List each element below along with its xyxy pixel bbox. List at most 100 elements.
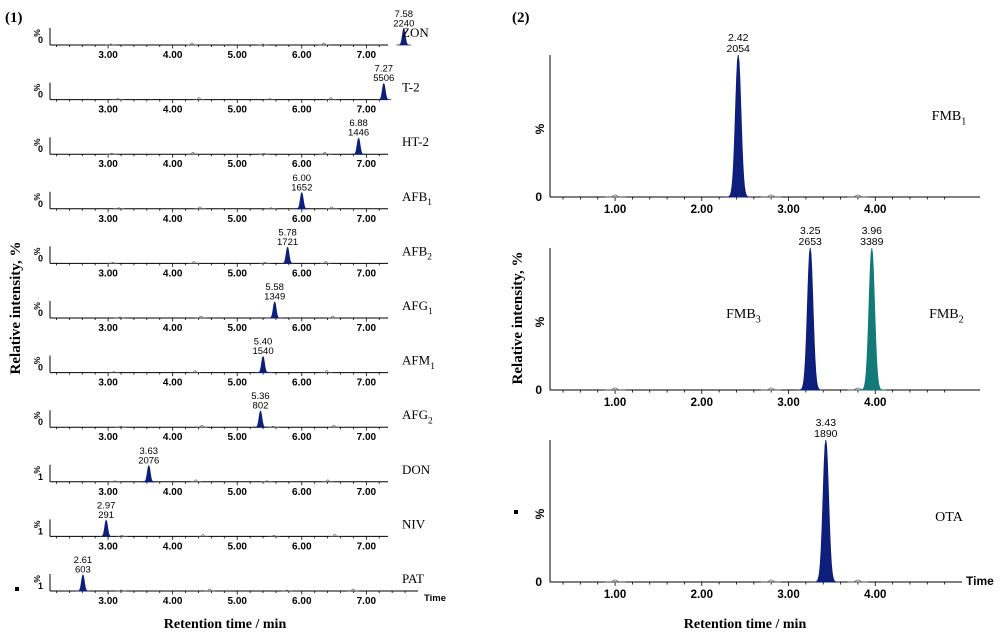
peak-retention-time: 5.36 xyxy=(251,391,270,402)
compound-label: AFG2 xyxy=(402,407,433,426)
x-tick-label: 7.00 xyxy=(357,50,377,61)
peak-t-2 xyxy=(376,82,392,100)
x-tick-label: 7.00 xyxy=(357,541,377,552)
y-percent-label: % xyxy=(32,193,42,201)
x-tick-label: 5.00 xyxy=(227,596,247,607)
x-tick-label: 6.00 xyxy=(292,323,312,334)
y-percent-label: % xyxy=(533,508,547,519)
baseline-noise xyxy=(188,261,200,264)
y-zero-label: 0 xyxy=(38,90,43,100)
x-tick-label: 5.00 xyxy=(227,214,247,225)
peak-area: 1349 xyxy=(264,292,285,303)
x-tick-label: 5.00 xyxy=(227,159,247,170)
baseline-noise xyxy=(114,316,126,319)
compound-label: OTA xyxy=(935,510,964,525)
left-panel: (1) Relative intensity, % Retention time… xyxy=(5,9,446,632)
compound-label: AFM1 xyxy=(402,353,435,372)
peak-afb1 xyxy=(294,192,310,210)
x-tick-label: 3.00 xyxy=(98,214,118,225)
y-percent-label: % xyxy=(533,123,547,134)
peak-area: 1540 xyxy=(252,346,273,357)
right-x-axis-label: Retention time / min xyxy=(684,617,807,632)
compound-label: PAT xyxy=(402,571,424,586)
x-tick-label: 3.00 xyxy=(777,204,799,216)
x-tick-label: 6.00 xyxy=(292,541,312,552)
peak-retention-time: 7.58 xyxy=(395,9,414,20)
time-axis-label: Time xyxy=(966,574,994,588)
x-tick-label: 2.00 xyxy=(691,397,713,409)
x-tick-label: 7.00 xyxy=(357,268,377,279)
baseline-noise xyxy=(604,194,626,198)
x-tick-label: 5.00 xyxy=(227,487,247,498)
x-tick-label: 7.00 xyxy=(357,323,377,334)
baseline-noise xyxy=(329,534,341,537)
peak-area: 1446 xyxy=(348,128,369,139)
baseline-noise xyxy=(107,262,119,264)
peak xyxy=(723,54,753,198)
x-tick-label: 5.00 xyxy=(227,541,247,552)
baseline-noise xyxy=(760,387,782,391)
x-tick-label: 4.00 xyxy=(864,204,886,216)
x-tick-label: 4.00 xyxy=(163,323,183,334)
baseline-noise xyxy=(197,534,209,537)
peak-niv xyxy=(98,519,114,537)
peak-retention-time: 3.25 xyxy=(800,225,821,237)
baseline-noise xyxy=(187,151,199,155)
y-zero-label: 1 xyxy=(38,526,43,536)
x-tick-label: 4.00 xyxy=(163,50,183,61)
x-tick-label: 5.00 xyxy=(227,105,247,116)
peak-area: 291 xyxy=(98,510,114,521)
y-zero-label: 0 xyxy=(38,417,43,427)
right-panel: (2) Relative intensity, % Retention time… xyxy=(510,10,994,632)
baseline-noise xyxy=(604,387,626,391)
y-percent-label: % xyxy=(533,316,547,327)
peak-area: 603 xyxy=(75,565,91,576)
baseline-noise xyxy=(195,315,207,319)
x-tick-label: 3.00 xyxy=(98,432,118,443)
y-zero-label: 0 xyxy=(38,199,43,209)
peak-area: 1721 xyxy=(277,237,298,248)
compound-label: AFB2 xyxy=(402,243,432,262)
baseline-noise xyxy=(281,589,293,592)
x-tick-label: 5.00 xyxy=(227,432,247,443)
peak-retention-time: 2.61 xyxy=(74,555,93,566)
x-tick-label: 3.00 xyxy=(777,397,799,409)
peak-area: 1652 xyxy=(291,182,312,193)
baseline-noise xyxy=(193,97,205,100)
compound-label: FMB3 xyxy=(726,307,761,325)
left-corner-marker xyxy=(15,587,19,591)
x-tick-label: 7.00 xyxy=(357,487,377,498)
baseline-noise xyxy=(760,194,782,198)
x-tick-label: 7.00 xyxy=(357,378,377,389)
x-tick-label: 1.00 xyxy=(604,397,626,409)
baseline-noise xyxy=(203,588,216,592)
left-panel-label: (1) xyxy=(5,10,23,26)
baseline-noise xyxy=(257,43,269,46)
baseline-noise xyxy=(760,579,782,583)
peak-retention-time: 3.43 xyxy=(816,417,837,429)
baseline-noise xyxy=(112,98,124,100)
peak-pat xyxy=(75,574,91,592)
baseline-noise xyxy=(261,480,273,483)
y-percent-label: % xyxy=(32,83,42,91)
x-tick-label: 7.00 xyxy=(357,214,377,225)
x-tick-label: 6.00 xyxy=(292,50,312,61)
compound-label: ZON xyxy=(402,25,429,40)
compound-label: NIV xyxy=(402,516,426,531)
y-percent-label: % xyxy=(32,520,42,528)
right-panel-label: (2) xyxy=(512,10,530,26)
x-tick-label: 4.00 xyxy=(163,596,183,607)
compound-label: DON xyxy=(402,462,431,477)
time-axis-label: Time xyxy=(424,593,446,604)
peak-retention-time: 2.97 xyxy=(97,500,116,511)
peak-zon xyxy=(396,28,412,46)
x-tick-label: 3.00 xyxy=(98,159,118,170)
x-tick-label: 6.00 xyxy=(292,378,312,389)
x-tick-label: 7.00 xyxy=(357,596,377,607)
baseline-noise xyxy=(267,425,279,428)
baseline-noise xyxy=(347,588,359,592)
y-zero-label: 0 xyxy=(38,363,43,373)
right-corner-marker xyxy=(514,510,518,514)
